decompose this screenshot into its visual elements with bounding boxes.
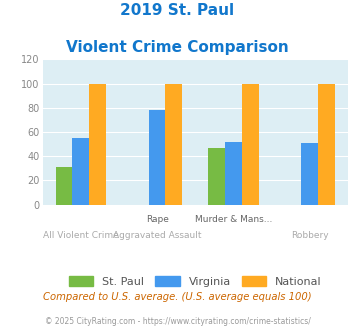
Text: 2019 St. Paul: 2019 St. Paul <box>120 3 235 18</box>
Bar <box>149 110 165 205</box>
Bar <box>89 83 106 205</box>
Bar <box>301 143 318 205</box>
Bar <box>72 138 89 205</box>
Text: Murder & Mans...: Murder & Mans... <box>195 214 272 223</box>
Bar <box>208 148 225 205</box>
Bar <box>165 83 182 205</box>
Text: Violent Crime Comparison: Violent Crime Comparison <box>66 40 289 54</box>
Text: Rape: Rape <box>146 214 169 223</box>
Text: All Violent Crime: All Violent Crime <box>43 231 119 240</box>
Bar <box>318 83 335 205</box>
Text: © 2025 CityRating.com - https://www.cityrating.com/crime-statistics/: © 2025 CityRating.com - https://www.city… <box>45 317 310 326</box>
Text: Compared to U.S. average. (U.S. average equals 100): Compared to U.S. average. (U.S. average … <box>43 292 312 302</box>
Bar <box>225 142 242 205</box>
Bar <box>56 167 72 205</box>
Text: Robbery: Robbery <box>291 231 328 240</box>
Text: Aggravated Assault: Aggravated Assault <box>113 231 201 240</box>
Bar <box>242 83 258 205</box>
Legend: St. Paul, Virginia, National: St. Paul, Virginia, National <box>64 271 326 291</box>
